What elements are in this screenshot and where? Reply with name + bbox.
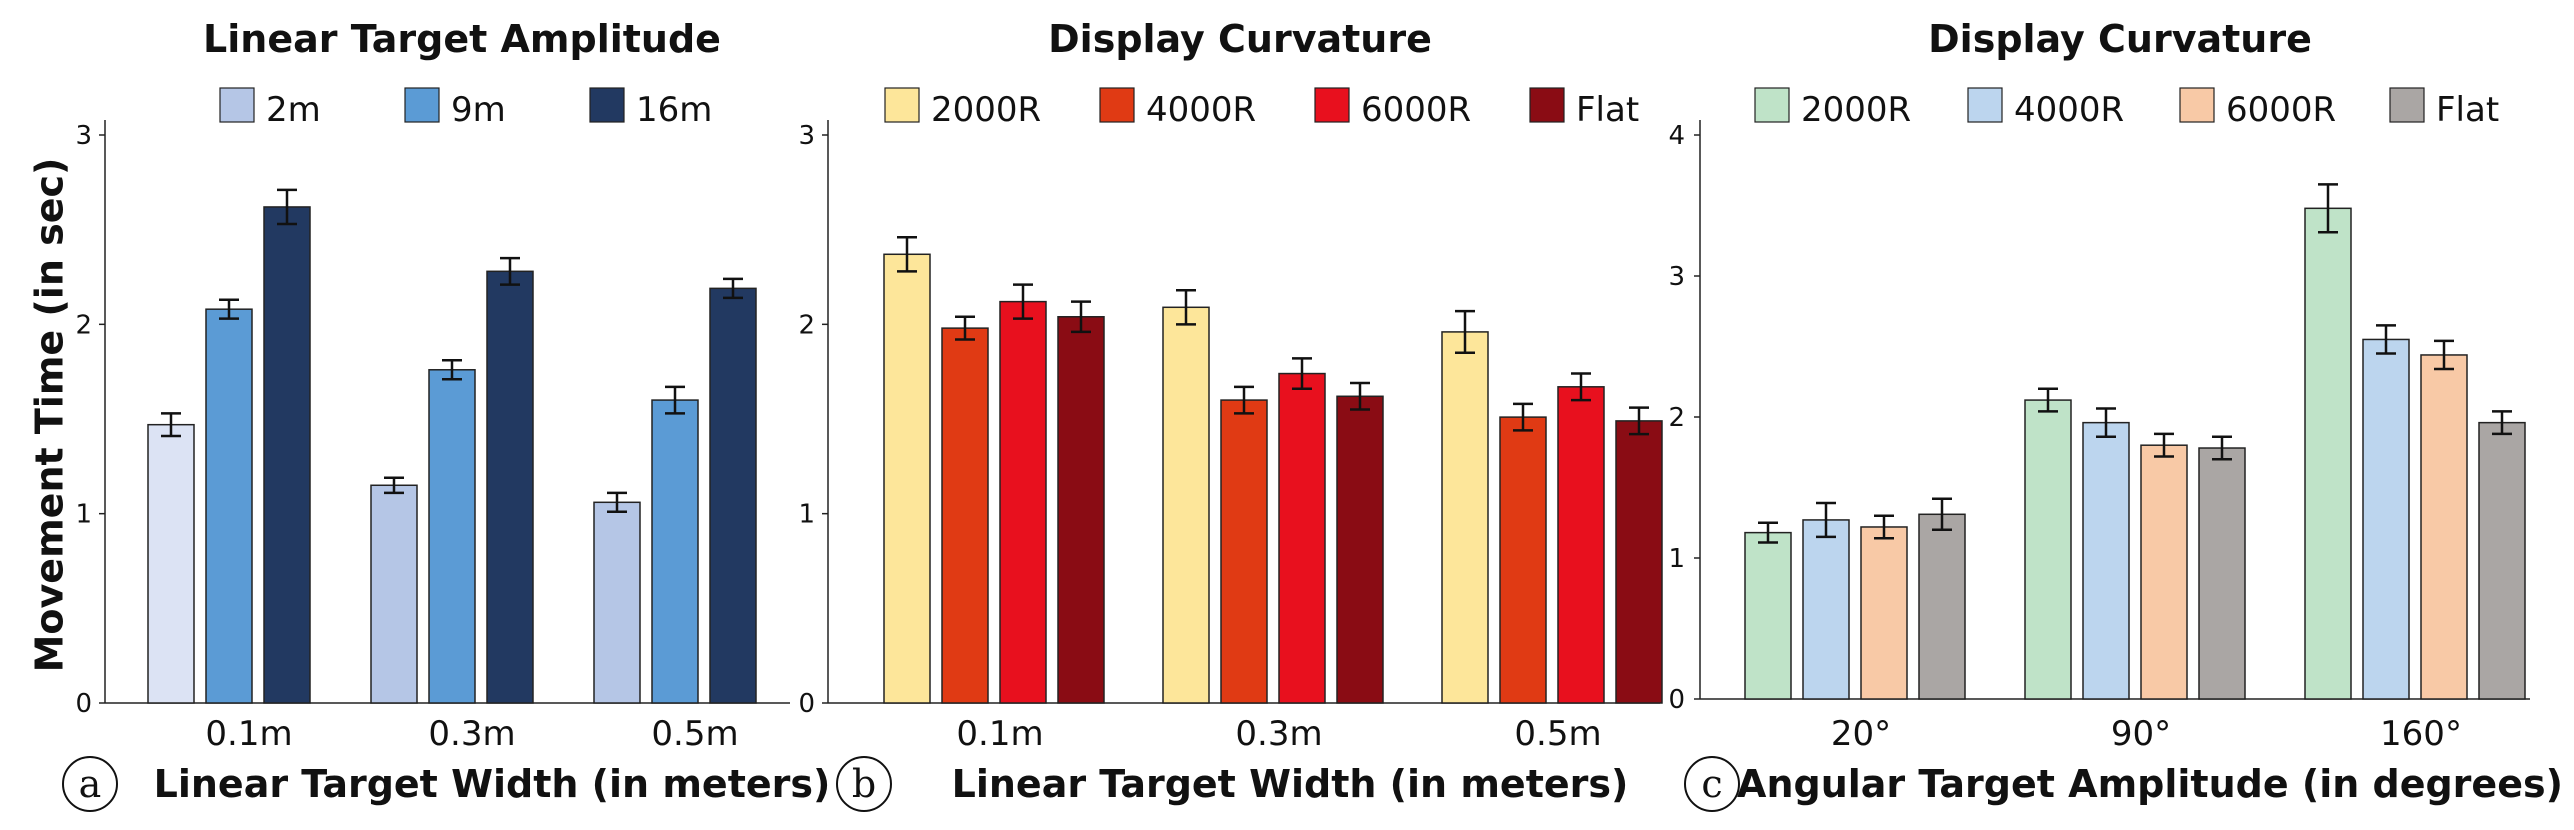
bar-2m-0.5m xyxy=(593,501,641,704)
x-tick-label: 160° xyxy=(2380,714,2462,754)
legend-label-Flat: Flat xyxy=(2436,90,2499,130)
legend-swatch-2m xyxy=(219,87,255,123)
panel-label: b xyxy=(852,762,876,806)
bar-9m-0.1m xyxy=(205,308,253,704)
legend-swatch-9m xyxy=(404,87,440,123)
bar-9m-0.3m xyxy=(428,369,476,704)
x-tick-label: 0.3m xyxy=(1235,714,1322,754)
bar-2m-0.1m xyxy=(147,423,195,704)
legend-label-4000R: 4000R xyxy=(2014,90,2124,130)
bar-2000R-90° xyxy=(2024,399,2072,700)
bar-Flat-160° xyxy=(2478,421,2526,700)
chart-title: Linear Target Amplitude xyxy=(203,17,721,61)
x-axis-title: Angular Target Amplitude (in degrees) xyxy=(1737,762,2563,806)
bar-2000R-20° xyxy=(1744,531,1792,700)
x-axis-title: Linear Target Width (in meters) xyxy=(952,762,1629,806)
y-tick-label: 2 xyxy=(798,310,815,340)
bar-4000R-160° xyxy=(2362,338,2410,700)
bar-2000R-160° xyxy=(2304,207,2352,700)
legend-label-6000R: 6000R xyxy=(1361,90,1471,130)
x-axis-title: Linear Target Width (in meters) xyxy=(154,762,831,806)
bar-6000R-160° xyxy=(2420,354,2468,700)
bar-6000R-0.5m xyxy=(1557,386,1605,704)
y-tick-label: 1 xyxy=(1668,544,1685,574)
y-axis-title: Movement Time (in sec) xyxy=(28,158,72,673)
panel-label: c xyxy=(1701,762,1722,806)
chart-title: Display Curvature xyxy=(1048,17,1432,61)
legend-swatch-4000R xyxy=(1099,87,1135,123)
legend-label-2000R: 2000R xyxy=(931,90,1041,130)
legend-swatch-6000R xyxy=(2179,87,2215,123)
y-tick-label: 4 xyxy=(1668,121,1685,151)
y-tick-label: 1 xyxy=(798,500,815,530)
panel-a: Linear Target Amplitude 2m 9m 16m 0 1 2 3 0.1m 0.… xyxy=(62,17,831,812)
y-tick-label: 3 xyxy=(1668,262,1685,292)
y-tick-label: 3 xyxy=(75,121,92,151)
legend-swatch-Flat xyxy=(1529,87,1565,123)
legend-swatch-6000R xyxy=(1314,87,1350,123)
x-tick-label: 90° xyxy=(2111,714,2171,754)
bar-Flat-0.1m xyxy=(1057,316,1105,704)
bar-2000R-0.3m xyxy=(1162,306,1210,704)
bar-Flat-0.3m xyxy=(1336,395,1384,704)
bar-Flat-90° xyxy=(2198,447,2246,700)
legend-label-9m: 9m xyxy=(451,90,506,130)
bar-2m-0.3m xyxy=(370,484,418,704)
panel-label-circle xyxy=(836,756,892,812)
y-tick-label: 3 xyxy=(798,121,815,151)
bar-4000R-90° xyxy=(2082,421,2130,700)
legend-swatch-2000R xyxy=(884,87,920,123)
y-tick-label: 0 xyxy=(1668,685,1685,715)
bar-4000R-0.3m xyxy=(1220,399,1268,704)
bar-6000R-0.3m xyxy=(1278,372,1326,704)
bar-16m-0.3m xyxy=(486,270,534,704)
bar-Flat-20° xyxy=(1918,513,1966,700)
legend-swatch-2000R xyxy=(1754,87,1790,123)
legend-label-2000R: 2000R xyxy=(1801,90,1911,130)
bar-6000R-0.1m xyxy=(999,300,1047,704)
legend-swatch-4000R xyxy=(1967,87,2003,123)
x-tick-label: 0.1m xyxy=(956,714,1043,754)
bar-4000R-0.5m xyxy=(1499,416,1547,704)
panel-label: a xyxy=(79,762,102,806)
bar-4000R-0.1m xyxy=(941,327,989,704)
x-tick-label: 0.3m xyxy=(428,714,515,754)
bar-6000R-20° xyxy=(1860,526,1908,700)
bar-4000R-20° xyxy=(1802,519,1850,700)
bar-2000R-0.5m xyxy=(1441,331,1489,704)
chart-title: Display Curvature xyxy=(1928,17,2312,61)
panel-c: Display Curvature 2000R 4000R 6000R Flat 0 1 2 3… xyxy=(1668,17,2563,812)
legend-label-Flat: Flat xyxy=(1576,90,1639,130)
x-tick-label: 0.1m xyxy=(205,714,292,754)
bar-16m-0.1m xyxy=(263,206,311,704)
legend-swatch-16m xyxy=(589,87,625,123)
legend-label-4000R: 4000R xyxy=(1146,90,1256,130)
y-tick-label: 0 xyxy=(75,689,92,719)
legend-label-2m: 2m xyxy=(266,90,321,130)
bar-2000R-0.1m xyxy=(883,253,931,704)
x-tick-label: 0.5m xyxy=(651,714,738,754)
bar-9m-0.5m xyxy=(651,399,699,704)
y-tick-label: 1 xyxy=(75,500,92,530)
y-tick-label: 2 xyxy=(75,310,92,340)
legend-label-6000R: 6000R xyxy=(2226,90,2336,130)
x-tick-label: 20° xyxy=(1831,714,1891,754)
panel-label-circle xyxy=(1684,756,1740,812)
legend-label-16m: 16m xyxy=(636,90,712,130)
y-tick-label: 0 xyxy=(798,689,815,719)
panel-label-circle xyxy=(62,756,118,812)
bar-Flat-0.5m xyxy=(1615,420,1663,704)
x-tick-label: 0.5m xyxy=(1514,714,1601,754)
legend-swatch-Flat xyxy=(2389,87,2425,123)
bar-16m-0.5m xyxy=(709,287,757,704)
bar-6000R-90° xyxy=(2140,444,2188,700)
y-tick-label: 2 xyxy=(1668,403,1685,433)
